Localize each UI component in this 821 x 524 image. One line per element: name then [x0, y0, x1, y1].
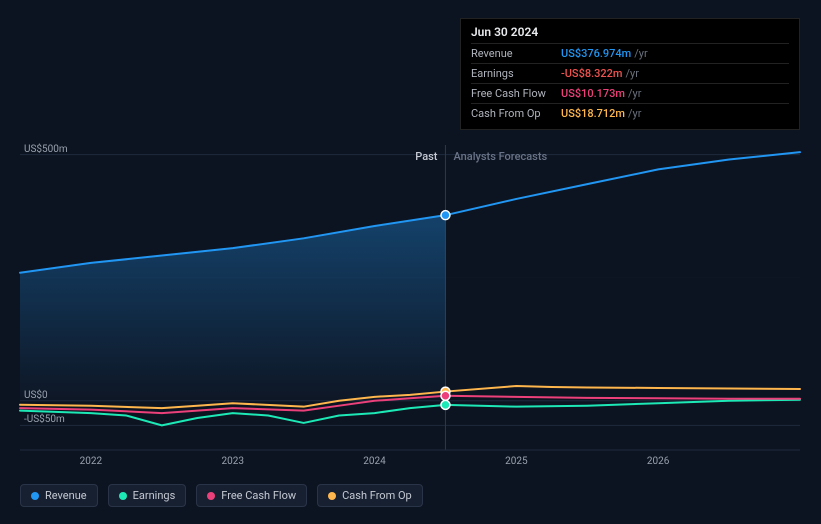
tooltip-row: Cash From OpUS$18.712m/yr	[471, 103, 789, 123]
tooltip-row-unit: /yr	[634, 47, 647, 60]
tooltip-row-unit: /yr	[628, 107, 641, 120]
legend-label: Revenue	[45, 489, 87, 502]
tooltip-row-value: US$376.974m	[561, 47, 631, 60]
legend-dot-icon	[207, 492, 215, 500]
tooltip-row-unit: /yr	[628, 87, 641, 100]
y-axis-tick: US$0	[0, 390, 68, 401]
tooltip-row-value: US$18.712m	[561, 107, 625, 120]
y-axis-tick: -US$50m	[0, 414, 68, 425]
tooltip-date: Jun 30 2024	[471, 25, 789, 43]
forecast-section-label: Analysts Forecasts	[453, 150, 547, 163]
tooltip-row-label: Earnings	[471, 67, 561, 80]
tooltip-row-unit: /yr	[626, 67, 639, 80]
tooltip-row-value: -US$8.322m	[561, 67, 623, 80]
tooltip-row-label: Free Cash Flow	[471, 87, 561, 100]
x-axis-tick: 2022	[80, 456, 102, 467]
x-axis-tick: 2023	[221, 456, 243, 467]
x-axis-tick: 2026	[647, 456, 669, 467]
legend-item-free-cash-flow[interactable]: Free Cash Flow	[196, 484, 307, 507]
y-axis-tick: US$500m	[0, 144, 68, 155]
legend-label: Earnings	[133, 489, 176, 502]
legend-dot-icon	[328, 492, 336, 500]
tooltip-row-label: Revenue	[471, 47, 561, 60]
legend-item-revenue[interactable]: Revenue	[20, 484, 98, 507]
legend-label: Free Cash Flow	[221, 489, 296, 502]
legend-item-earnings[interactable]: Earnings	[108, 484, 187, 507]
past-section-label: Past	[415, 150, 437, 163]
tooltip-row-value: US$10.173m	[561, 87, 625, 100]
tooltip-row: RevenueUS$376.974m/yr	[471, 43, 789, 63]
legend-label: Cash From Op	[342, 489, 412, 502]
tooltip-row-label: Cash From Op	[471, 107, 561, 120]
chart-legend: Revenue Earnings Free Cash Flow Cash From O…	[20, 484, 423, 507]
data-tooltip: Jun 30 2024 RevenueUS$376.974m/yrEarning…	[460, 18, 800, 130]
legend-dot-icon	[31, 492, 39, 500]
x-axis-tick: 2024	[363, 456, 385, 467]
x-axis-tick: 2025	[505, 456, 527, 467]
financial-chart: US$500mUS$0-US$50m 20222023202420252026 …	[0, 0, 821, 524]
tooltip-row: Free Cash FlowUS$10.173m/yr	[471, 83, 789, 103]
legend-dot-icon	[119, 492, 127, 500]
legend-item-cash-from-op[interactable]: Cash From Op	[317, 484, 423, 507]
tooltip-row: Earnings-US$8.322m/yr	[471, 63, 789, 83]
